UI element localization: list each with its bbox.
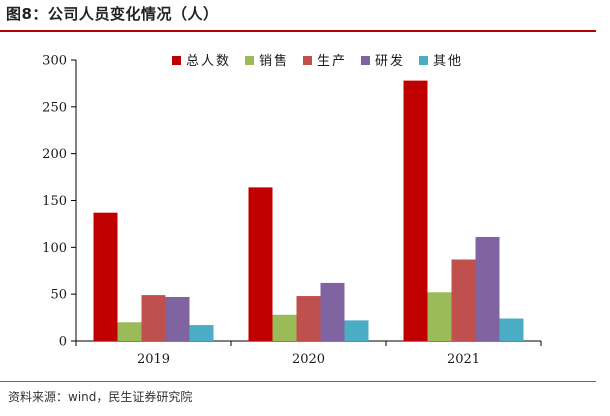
bar-5-2021: [499, 318, 524, 341]
source-note: 资料来源：wind，民生证券研究院: [8, 390, 193, 404]
legend-label-1: 总人数: [186, 54, 231, 69]
bar-4-2020: [320, 282, 345, 341]
bar-3-2019: [141, 295, 166, 341]
chart-bars: [93, 80, 524, 342]
legend-label-2: 销售: [259, 53, 289, 69]
y-tick-label: 300: [42, 54, 67, 69]
figure-title: 图8：公司人员变化情况（人）: [6, 5, 219, 23]
legend-label-4: 研发: [375, 53, 405, 69]
y-tick-label: 250: [42, 100, 67, 115]
legend-label-3: 生产: [317, 54, 347, 69]
bar-1-2021: [403, 80, 428, 342]
y-tick-label: 150: [42, 194, 67, 209]
source-divider: [0, 381, 596, 382]
chart-axes: 0 50 100 150 200 250 300 2019 2020 2021: [42, 54, 542, 367]
legend-label-5: 其他: [433, 54, 463, 69]
bar-5-2019: [189, 325, 214, 341]
y-tick-label: 100: [42, 241, 67, 256]
bar-5-2020: [344, 320, 369, 341]
bar-2-2019: [117, 322, 142, 341]
chart-legend: 总人数 销售 生产 研发 其他: [172, 53, 463, 69]
bar-4-2019: [165, 296, 190, 341]
bar-3-2020: [296, 296, 321, 341]
x-tick-label: 2019: [137, 352, 170, 367]
bar-1-2020: [248, 187, 273, 341]
legend-swatch-5: [419, 56, 428, 65]
legend-swatch-1: [172, 56, 181, 65]
bar-3-2021: [451, 259, 476, 341]
y-tick-label: 50: [50, 288, 67, 303]
legend-swatch-2: [245, 56, 254, 65]
legend-swatch-4: [361, 56, 370, 65]
bar-1-2019: [93, 212, 118, 341]
legend-swatch-3: [303, 56, 312, 65]
y-tick-label: 0: [59, 335, 67, 350]
title-divider: [0, 30, 596, 32]
bar-2-2021: [427, 292, 452, 341]
bar-4-2021: [475, 237, 500, 341]
bar-chart: 总人数 销售 生产 研发 其他 0 50 100 150 200 250 300 2019 2020 20…: [42, 53, 542, 367]
y-tick-label: 200: [42, 147, 67, 162]
x-tick-label: 2021: [447, 352, 480, 367]
x-tick-label: 2020: [292, 352, 325, 367]
bar-2-2020: [272, 314, 297, 341]
